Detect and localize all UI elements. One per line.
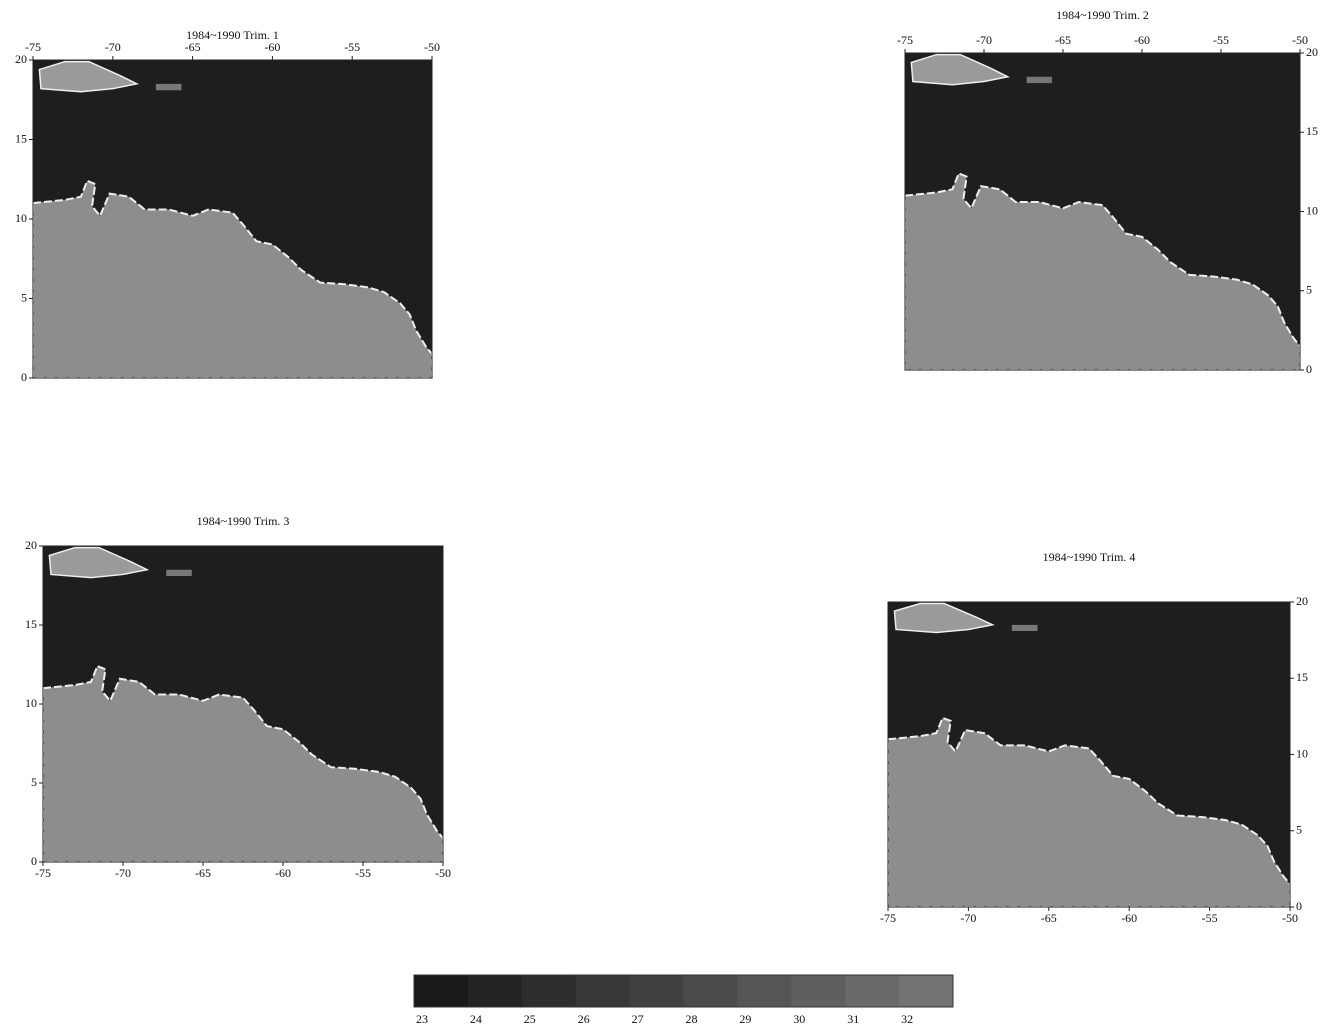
y-tick-label: 10 <box>25 696 37 710</box>
y-tick-label: 5 <box>1306 283 1312 297</box>
land <box>42 664 444 863</box>
map-panel: 1984~1990 Trim. 4 -75 -70 -65 -60 -55 -500 5 10 1… <box>880 550 1308 925</box>
y-tick-label: 5 <box>31 775 37 789</box>
y-tick-label: 15 <box>1306 124 1318 138</box>
y-tick-label: 5 <box>1296 823 1302 837</box>
x-tick-label: -50 <box>435 866 451 880</box>
island <box>155 83 182 91</box>
x-tick-label: -65 <box>185 40 201 54</box>
colorbar-label: 23 <box>416 1012 428 1026</box>
island <box>893 602 995 634</box>
y-tick-label: 20 <box>1306 45 1318 59</box>
x-tick-label: -60 <box>1134 33 1150 47</box>
colorbar-label: 25 <box>524 1012 536 1026</box>
land <box>887 716 1291 908</box>
y-tick-label: 10 <box>15 211 27 225</box>
y-tick-label: 15 <box>15 131 27 145</box>
map-title: 1984~1990 Trim. 1 <box>186 28 279 42</box>
y-tick-label: 15 <box>25 617 37 631</box>
colorbar-segment <box>899 975 954 1007</box>
y-tick-label: 5 <box>21 290 27 304</box>
colorbar-segment <box>683 975 738 1007</box>
map-panel: 1984~1990 Trim. 1 -75 -70 -65 -60 -55 -50 0 5 10 1… <box>15 28 440 384</box>
map-panel: 1984~1990 Trim. 2 -75 -70 -65 -60 -55 -50 0 5 10 1… <box>897 8 1318 376</box>
colorbar-segment <box>629 975 684 1007</box>
x-tick-label: -75 <box>35 866 51 880</box>
y-tick-label: 20 <box>25 538 37 552</box>
y-tick-label: 10 <box>1296 746 1308 760</box>
x-tick-label: -70 <box>976 33 992 47</box>
x-tick-label: -60 <box>264 40 280 54</box>
x-tick-label: -65 <box>1055 33 1071 47</box>
colorbar-segment <box>791 975 846 1007</box>
x-tick-label: -70 <box>105 40 121 54</box>
x-tick-label: -55 <box>344 40 360 54</box>
x-tick-label: -50 <box>1292 33 1308 47</box>
map-title: 1984~1990 Trim. 2 <box>1056 8 1149 22</box>
land <box>32 179 433 379</box>
x-tick-label: -50 <box>1282 911 1298 925</box>
colorbar-segment <box>521 975 577 1007</box>
colorbar-segment <box>845 975 900 1007</box>
island <box>1011 624 1038 631</box>
colorbar-segment <box>737 975 792 1007</box>
x-tick-label: -75 <box>897 33 913 47</box>
colorbar-label: 29 <box>739 1012 751 1026</box>
colorbar-label: 26 <box>578 1012 590 1026</box>
map-panel: 1984~1990 Trim. 3 -75 -70 -65 -60 -55 -50 0 5 10 1… <box>25 514 451 880</box>
x-tick-label: -65 <box>195 866 211 880</box>
y-tick-label: 0 <box>1306 362 1312 376</box>
x-tick-label: -50 <box>424 40 440 54</box>
colorbar-segment <box>414 975 469 1007</box>
map-title: 1984~1990 Trim. 4 <box>1043 550 1136 564</box>
island <box>166 569 192 577</box>
x-tick-label: -75 <box>25 40 41 54</box>
x-tick-label: -60 <box>275 866 291 880</box>
y-tick-label: 15 <box>1296 670 1308 684</box>
colorbar-segment <box>467 975 523 1007</box>
colorbar-frame <box>413 974 954 1008</box>
x-tick-label: -55 <box>1213 33 1229 47</box>
x-tick-label: -70 <box>115 866 131 880</box>
island <box>1026 76 1052 84</box>
y-tick-label: 10 <box>1306 203 1318 217</box>
x-tick-label: -75 <box>880 911 896 925</box>
x-tick-label: -65 <box>1041 911 1057 925</box>
x-tick-label: -70 <box>960 911 976 925</box>
island <box>48 546 150 579</box>
colorbar-label: 24 <box>470 1012 482 1026</box>
colorbar-label: 30 <box>793 1012 805 1026</box>
colorbar-label: 31 <box>847 1012 859 1026</box>
colorbar-label: 32 <box>901 1012 913 1026</box>
island <box>38 60 140 93</box>
y-tick-label: 20 <box>1296 594 1308 608</box>
x-tick-label: -55 <box>355 866 371 880</box>
y-tick-label: 0 <box>31 854 37 868</box>
map-title: 1984~1990 Trim. 3 <box>197 514 290 528</box>
y-tick-label: 0 <box>1296 899 1302 913</box>
y-tick-label: 0 <box>21 370 27 384</box>
colorbar-label: 28 <box>686 1012 698 1026</box>
colorbar-label: 27 <box>632 1012 644 1026</box>
y-tick-label: 20 <box>15 52 27 66</box>
land <box>904 172 1301 371</box>
colorbar-segment <box>575 975 631 1007</box>
island <box>910 53 1010 86</box>
x-tick-label: -60 <box>1121 911 1137 925</box>
x-tick-label: -55 <box>1202 911 1218 925</box>
